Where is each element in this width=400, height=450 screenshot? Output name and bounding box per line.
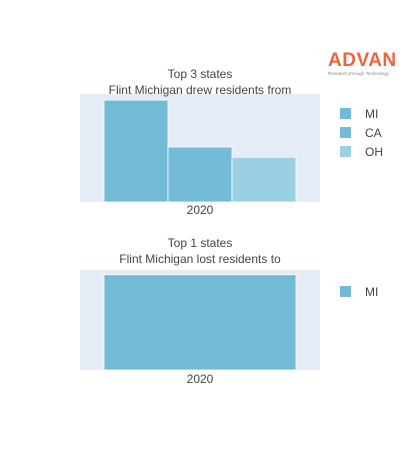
chart-1-subtitle: Flint Michigan lost residents to (119, 252, 281, 266)
logo-tagline: Research through Technology (328, 71, 389, 76)
chart-0-title: Top 3 states (168, 67, 233, 81)
chart-0-legend-label-mi: MI (365, 107, 378, 121)
chart-0-x-tick: 2020 (187, 203, 214, 217)
chart-0-legend-swatch-ca (340, 127, 351, 138)
chart-1-legend-label-mi: MI (365, 285, 378, 299)
chart-0-legend-swatch-mi (340, 108, 351, 119)
chart-0-subtitle: Flint Michigan drew residents from (109, 83, 292, 97)
chart-1-bar-mi (103, 274, 297, 371)
chart-1-x-tick: 2020 (187, 372, 214, 386)
chart-0-bar-ca (167, 146, 233, 203)
chart-1-title: Top 1 states (168, 236, 233, 250)
chart-1-legend-swatch-mi (340, 286, 351, 297)
chart-0-bar-oh (231, 156, 297, 203)
advan-logo: ADVAN Research through Technology (328, 50, 397, 80)
chart-0-legend-swatch-oh (340, 146, 351, 157)
chart-0-legend-label-ca: CA (365, 126, 382, 140)
logo-wordmark: ADVAN (328, 50, 397, 71)
chart-0-legend-label-oh: OH (365, 145, 383, 159)
chart-0-bar-mi (103, 99, 169, 203)
